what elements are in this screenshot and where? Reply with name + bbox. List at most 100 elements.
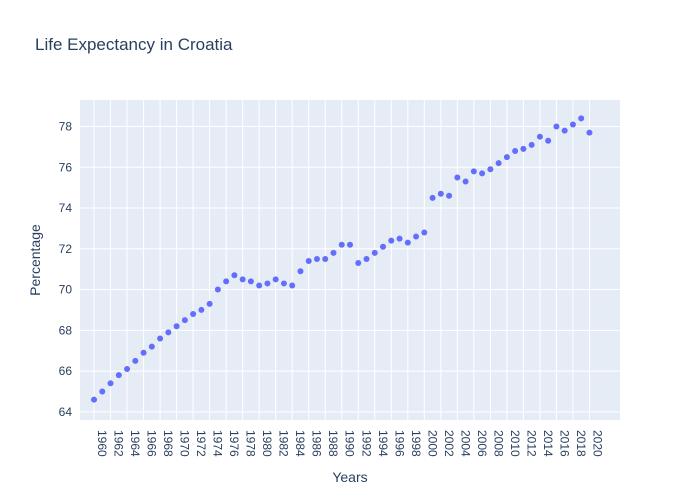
- x-tick-label: 1980: [260, 430, 274, 457]
- data-point[interactable]: [297, 268, 304, 275]
- data-point[interactable]: [347, 241, 353, 248]
- x-tick-label: 1992: [359, 430, 373, 457]
- data-point[interactable]: [223, 278, 230, 285]
- data-point[interactable]: [404, 239, 411, 246]
- data-point[interactable]: [495, 160, 502, 167]
- data-point[interactable]: [214, 286, 221, 293]
- y-tick-label: 70: [59, 283, 73, 297]
- data-point[interactable]: [115, 372, 122, 379]
- y-axis-title: Percentage: [27, 224, 43, 296]
- y-tick-label: 72: [59, 242, 73, 256]
- data-point[interactable]: [470, 168, 477, 175]
- x-tick-label: 2004: [458, 430, 472, 457]
- x-tick-label: 1976: [227, 430, 241, 457]
- data-point[interactable]: [272, 276, 279, 283]
- data-point[interactable]: [132, 357, 139, 364]
- data-point[interactable]: [388, 237, 395, 244]
- data-point[interactable]: [107, 380, 114, 387]
- x-tick-label: 1970: [178, 430, 192, 457]
- x-tick-label: 1982: [277, 430, 291, 457]
- data-point[interactable]: [355, 260, 362, 267]
- x-tick-label: 1994: [376, 430, 390, 457]
- data-point[interactable]: [487, 166, 494, 173]
- x-axis-title: Years: [332, 469, 367, 485]
- data-point[interactable]: [520, 145, 527, 152]
- data-point[interactable]: [380, 243, 387, 250]
- data-point[interactable]: [198, 306, 205, 313]
- data-point[interactable]: [363, 255, 370, 262]
- y-tick-label: 76: [59, 160, 73, 174]
- x-tick-label: 1990: [343, 430, 357, 457]
- data-point[interactable]: [289, 282, 296, 289]
- x-tick-label: 1964: [128, 430, 142, 457]
- x-tick-label: 2012: [524, 430, 538, 457]
- data-point[interactable]: [545, 137, 552, 144]
- x-tick-label: 1966: [145, 430, 159, 457]
- data-point[interactable]: [479, 170, 486, 177]
- gridlines: [80, 100, 620, 420]
- data-point[interactable]: [173, 323, 180, 330]
- data-point[interactable]: [181, 317, 188, 324]
- data-point[interactable]: [446, 192, 453, 199]
- data-point[interactable]: [371, 249, 378, 256]
- data-point[interactable]: [528, 141, 535, 148]
- data-point[interactable]: [586, 129, 593, 136]
- data-point[interactable]: [322, 255, 329, 262]
- data-point[interactable]: [569, 121, 576, 128]
- data-point[interactable]: [239, 276, 246, 283]
- x-tick-label: 2020: [590, 430, 604, 457]
- data-point[interactable]: [454, 174, 461, 181]
- data-point[interactable]: [140, 349, 147, 356]
- data-point[interactable]: [256, 282, 263, 289]
- y-tick-label: 64: [59, 405, 73, 419]
- y-tick-label: 78: [59, 119, 73, 133]
- data-point[interactable]: [503, 154, 510, 161]
- data-point[interactable]: [437, 190, 444, 197]
- x-tick-label: 1984: [293, 430, 307, 457]
- x-tick-label: 1960: [95, 430, 109, 457]
- y-tick-label: 74: [59, 201, 73, 215]
- chart-title: Life Expectancy in Croatia: [35, 35, 233, 54]
- data-point[interactable]: [553, 123, 560, 130]
- data-point[interactable]: [396, 235, 403, 242]
- data-point[interactable]: [561, 127, 568, 134]
- x-axis-ticks: 1960 1962 1964 1966 1968 1970 1972 1974 1976 1978…: [95, 430, 604, 457]
- data-point[interactable]: [148, 343, 155, 350]
- data-point[interactable]: [206, 300, 213, 307]
- data-point[interactable]: [578, 115, 585, 122]
- data-point[interactable]: [536, 133, 543, 140]
- x-tick-label: 1998: [409, 430, 423, 457]
- data-point[interactable]: [330, 249, 337, 256]
- x-tick-label: 1962: [112, 430, 126, 457]
- x-tick-label: 2016: [557, 430, 571, 457]
- data-point[interactable]: [165, 329, 172, 336]
- data-point[interactable]: [231, 272, 238, 279]
- data-points: [91, 115, 593, 403]
- data-point[interactable]: [190, 311, 197, 318]
- data-point[interactable]: [91, 396, 98, 403]
- data-point[interactable]: [124, 366, 131, 373]
- data-point[interactable]: [280, 280, 287, 287]
- data-point[interactable]: [429, 194, 436, 201]
- data-point[interactable]: [313, 255, 320, 262]
- data-point[interactable]: [264, 280, 271, 287]
- x-tick-label: 2008: [491, 430, 505, 457]
- data-point[interactable]: [99, 388, 106, 395]
- x-tick-label: 2014: [541, 430, 555, 457]
- y-tick-label: 66: [59, 364, 73, 378]
- data-point[interactable]: [247, 278, 254, 285]
- data-point[interactable]: [305, 258, 312, 265]
- x-tick-label: 2010: [508, 430, 522, 457]
- data-point[interactable]: [421, 229, 428, 236]
- data-point[interactable]: [338, 241, 345, 248]
- x-tick-label: 2002: [442, 430, 456, 457]
- x-tick-label: 1988: [326, 430, 340, 457]
- data-point[interactable]: [512, 147, 519, 154]
- x-tick-label: 1978: [244, 430, 258, 457]
- data-point[interactable]: [462, 178, 469, 185]
- x-tick-label: 2000: [425, 430, 439, 457]
- y-tick-label: 68: [59, 323, 73, 337]
- data-point[interactable]: [413, 233, 420, 240]
- data-point[interactable]: [157, 335, 164, 342]
